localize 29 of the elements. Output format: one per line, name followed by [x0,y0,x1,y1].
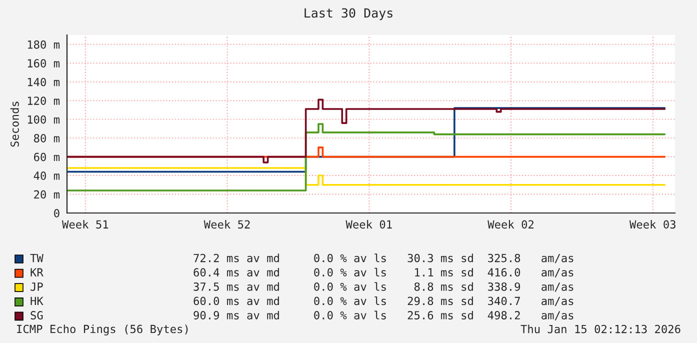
legend-label: KR [30,268,44,276]
text: ICMP Echo Pings (56 Bytes) [17,324,188,336]
legend-label: HK [30,296,44,305]
y-tick-label: 160 m [28,59,60,68]
text: 60.4 ms av md 0.0 % av ls 1.1 ms sd 416.0 am/as [194,268,574,278]
x-tick-label: Week 03 [629,220,676,229]
y-tick-label: 120 m [28,96,60,105]
x-tick-label: Week 51 [62,220,108,229]
text: 90.9 ms av md 0.0 % av ls 25.6 ms sd 498.2 am/as [194,310,574,320]
legend-label: SG [30,311,43,320]
legend-label: JP [30,282,43,291]
y-tick-label: 20 m [34,190,60,199]
text: 72.2 ms av md 0.0 % av ls 30.3 ms sd 325.8 am/as [194,254,574,264]
text: 60.0 ms av md 0.0 % av ls 29.8 ms sd 340.7 am/as [194,296,574,306]
y-tick-label: 80 m [34,134,60,142]
x-tick-label: Week 01 [346,220,392,229]
y-tick-label: 60 m [34,152,60,162]
chart-title: Last 30 Days [304,8,392,20]
legend-label: TW [30,254,44,262]
text: 37.5 ms av md 0.0 % av ls 8.8 ms sd 338.9 am/as [194,282,574,292]
x-tick-label: Week 02 [488,220,534,229]
y-tick-label: 0 [54,209,60,218]
x-tick-label: Week 52 [204,220,250,229]
y-tick-label: 140 m [28,78,60,86]
y-tick-label: 40 m [34,172,60,180]
y-tick-label: 180 m [28,40,60,49]
y-axis-title: Seconds [10,102,19,147]
text: Thu Jan 15 02:12:13 2026 [520,324,680,334]
y-tick-label: 100 m [28,115,60,124]
